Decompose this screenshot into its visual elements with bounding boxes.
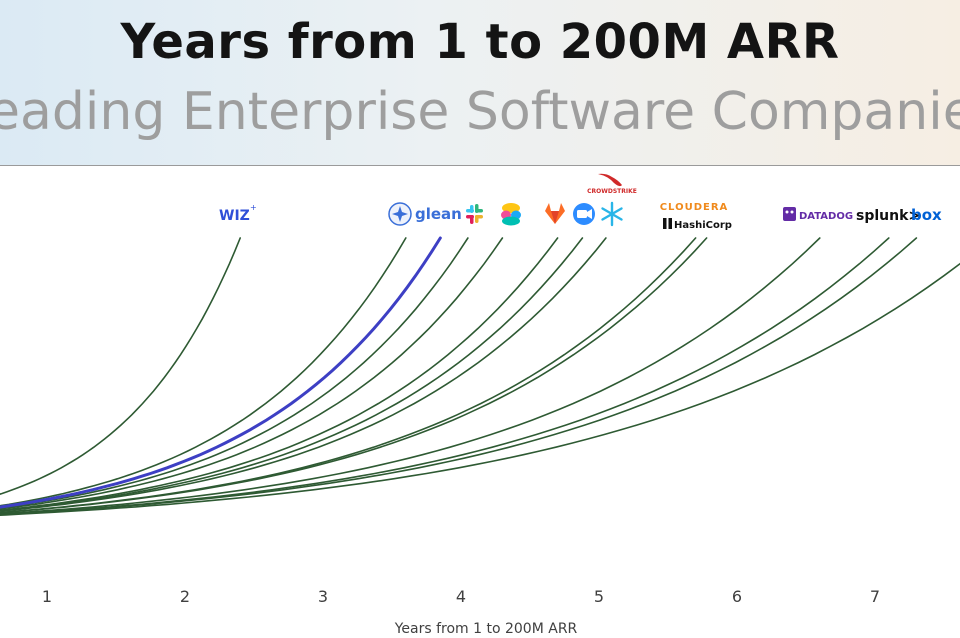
x-axis-ticks: 1 2 3 4 5 6 7	[42, 587, 880, 606]
chart-subtitle: Leading Enterprise Software Companies	[0, 82, 960, 142]
series-line	[0, 237, 469, 509]
x-tick-label: 7	[870, 587, 880, 606]
series-line	[0, 237, 407, 507]
glean-logo: glean	[388, 202, 462, 226]
box-wordmark: box	[911, 206, 942, 224]
series-line	[0, 237, 697, 514]
wiz-star-icon: +	[250, 203, 257, 212]
hashicorp-wordmark: HashiCorp	[674, 220, 732, 231]
cloudera-wordmark: CLOUDERA	[660, 202, 729, 213]
wiz-wordmark: WIZ	[219, 208, 250, 224]
series-line	[0, 237, 607, 512]
glean-wordmark: glean	[415, 205, 462, 223]
crowdstrike-logo: CROWDSTRIKE	[587, 173, 637, 195]
header-banner: Years from 1 to 200M ARR Leading Enterpr…	[0, 0, 960, 166]
zoom-icon	[573, 203, 595, 225]
series-line	[0, 237, 821, 515]
series-line	[0, 262, 960, 517]
x-tick-label: 1	[42, 587, 52, 606]
elastic-icon	[501, 203, 521, 226]
datadog-dog-icon	[783, 207, 796, 221]
wiz-logo: WIZ +	[219, 203, 257, 224]
hashicorp-logo: HashiCorp	[663, 218, 732, 231]
chart-title: Years from 1 to 200M ARR	[120, 14, 840, 70]
x-tick-label: 3	[318, 587, 328, 606]
x-axis-label: Years from 1 to 200M ARR	[394, 621, 578, 637]
gitlab-icon	[545, 203, 565, 224]
datadog-wordmark: DATADOG	[799, 211, 853, 222]
logos: WIZ + glean	[219, 173, 942, 231]
series-line	[0, 237, 584, 512]
x-tick-label: 4	[456, 587, 466, 606]
series-line	[0, 237, 559, 512]
series-line	[0, 237, 241, 495]
glean-star-icon	[392, 206, 408, 222]
series-line	[0, 237, 504, 510]
x-tick-label: 2	[180, 587, 190, 606]
x-tick-label: 6	[732, 587, 742, 606]
x-tick-label: 5	[594, 587, 604, 606]
line-chart: 1 2 3 4 5 6 7 Years from 1 to 200M ARR WIZ + g…	[0, 173, 960, 637]
snowflake-icon	[601, 201, 623, 227]
crowdstrike-falcon-icon	[598, 173, 622, 187]
series-line-highlight	[0, 236, 442, 509]
splunk-wordmark: splunk>	[856, 208, 920, 224]
datadog-logo: DATADOG	[783, 207, 853, 222]
series-line	[0, 237, 708, 514]
slack-icon	[466, 204, 483, 224]
chart-curves	[0, 236, 960, 517]
crowdstrike-wordmark: CROWDSTRIKE	[587, 188, 637, 195]
